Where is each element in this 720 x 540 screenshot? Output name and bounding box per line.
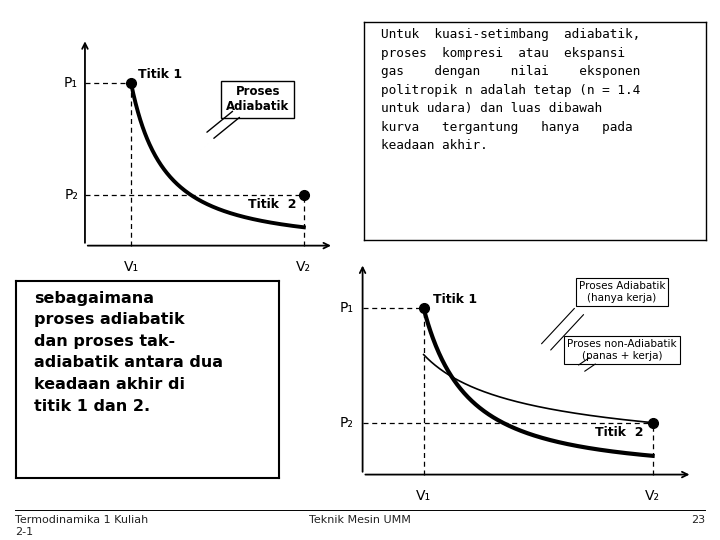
Text: 23: 23 [691, 515, 705, 525]
Text: Titik  2: Titik 2 [595, 426, 644, 439]
Text: Proses
Adiabatik: Proses Adiabatik [226, 85, 289, 113]
Text: P₂: P₂ [64, 188, 78, 202]
Text: V₁: V₁ [416, 489, 431, 503]
Text: P₁: P₁ [336, 260, 348, 273]
Text: V₂: V₂ [645, 489, 660, 503]
Text: Proses Adiabatik
(hanya kerja): Proses Adiabatik (hanya kerja) [579, 281, 665, 302]
Text: V₁: V₁ [123, 260, 139, 274]
Text: Termodinamika 1 Kuliah
2-1: Termodinamika 1 Kuliah 2-1 [15, 515, 148, 537]
Text: Titik  2: Titik 2 [248, 198, 297, 211]
Text: Proses non-Adiabatik
(panas + kerja): Proses non-Adiabatik (panas + kerja) [567, 339, 677, 361]
Text: Untuk  kuasi-setimbang  adiabatik,
proses  kompresi  atau  ekspansi
gas    denga: Untuk kuasi-setimbang adiabatik, proses … [381, 28, 640, 152]
Text: Titik 1: Titik 1 [138, 68, 182, 81]
Text: Titik 1: Titik 1 [433, 293, 477, 306]
Text: P₂: P₂ [340, 416, 354, 430]
Text: P₁: P₁ [64, 76, 78, 90]
Text: V₂: V₂ [297, 260, 311, 274]
Text: sebagaimana
proses adiabatik
dan proses tak-
adiabatik antara dua
keadaan akhir : sebagaimana proses adiabatik dan proses … [35, 291, 223, 414]
Text: Teknik Mesin UMM: Teknik Mesin UMM [309, 515, 411, 525]
Text: P₁: P₁ [339, 301, 354, 315]
